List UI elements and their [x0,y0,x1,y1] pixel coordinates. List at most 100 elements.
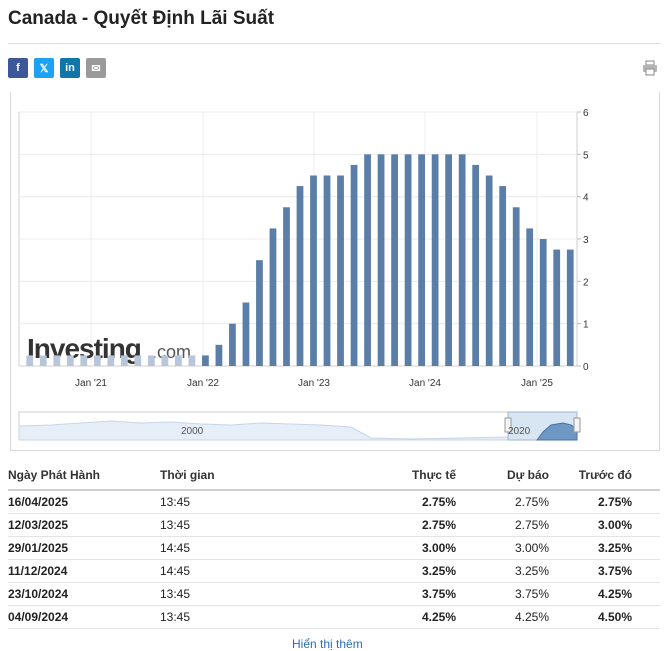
print-icon[interactable] [642,60,658,76]
table-row: 04/09/2024 13:45 4.25% 4.25% 4.50% [8,605,660,629]
y-tick-label: 3 [583,235,589,246]
table-header-row: Ngày Phát Hành Thời gian Thực tế Dự báo … [8,462,660,491]
history-table-wrap: Ngày Phát Hành Thời gian Thực tế Dự báo … [8,462,660,629]
navigator-handle [573,417,581,433]
chart-bar [269,228,277,366]
cell-previous: 3.75% [549,559,660,583]
chart-bar [80,355,88,366]
cell-release-date: 11/12/2024 [8,559,160,583]
y-tick-label: 2 [583,277,589,288]
table-row: 11/12/2024 14:45 3.25% 3.25% 3.75% [8,559,660,583]
chart-bar [66,355,74,366]
y-tick-label: 4 [583,193,589,204]
col-actual[interactable]: Thực tế [290,462,456,491]
table-row: 29/01/2025 14:45 3.00% 3.00% 3.25% [8,536,660,560]
col-previous[interactable]: Trước đó [549,462,660,491]
chart-bar [391,154,398,366]
cell-release-date: 29/01/2025 [8,536,160,560]
chart-bar [512,207,520,366]
chart-bar [310,175,317,366]
chart-bar [283,207,290,366]
chart-bar [458,154,466,366]
cell-time: 13:45 [160,582,290,606]
chart-bar [39,355,47,366]
chart-bar [188,355,196,366]
cell-release-date: 23/10/2024 [8,582,160,606]
x-tick-label: Jan '25 [521,378,553,389]
col-forecast[interactable]: Dự báo [456,462,549,491]
table-row: 16/04/2025 13:45 2.75% 2.75% 2.75% [8,490,660,514]
chart-bar [364,154,371,366]
cell-time: 13:45 [160,490,290,514]
facebook-icon: f [16,62,20,74]
cell-forecast: 2.75% [456,513,549,537]
chart-bar [553,249,561,366]
cell-time: 13:45 [160,605,290,629]
x-share-button[interactable]: 𝕏 [34,58,54,78]
cell-previous: 3.25% [549,536,660,560]
y-tick-label: 5 [583,150,589,161]
chart-bar [161,355,169,366]
chart-bar [431,154,439,366]
chart-bar [350,164,358,366]
cell-previous: 4.50% [549,605,660,629]
cell-actual: 2.75% [290,513,456,537]
cell-actual: 3.00% [290,536,456,560]
x-icon: 𝕏 [39,62,49,75]
chart-bar [120,355,128,366]
show-more-link[interactable]: Hiển thị thêm [292,637,363,651]
cell-previous: 4.25% [549,582,660,606]
chart-bar [26,355,34,366]
x-tick-label: Jan '23 [298,378,330,389]
table-row: 12/03/2025 13:45 2.75% 2.75% 3.00% [8,513,660,537]
col-release-date[interactable]: Ngày Phát Hành [8,462,160,491]
chart-bar [107,355,115,366]
navigator-label: 2000 [181,426,204,437]
chart-bar [256,260,263,366]
table-row: 23/10/2024 13:45 3.75% 3.75% 4.25% [8,582,660,606]
cell-forecast: 3.25% [456,559,549,583]
email-share-button[interactable]: ✉ [86,58,106,78]
history-table: Ngày Phát Hành Thời gian Thực tế Dự báo … [8,462,660,629]
email-icon: ✉ [91,62,101,75]
cell-forecast: 2.75% [456,490,549,514]
cell-time: 14:45 [160,559,290,583]
cell-actual: 3.25% [290,559,456,583]
chart-bar [377,154,385,366]
chart-bar [147,355,155,366]
x-tick-label: Jan '24 [409,378,441,389]
share-bar: f 𝕏 in ✉ [8,58,106,78]
cell-actual: 2.75% [290,490,456,514]
linkedin-share-button[interactable]: in [60,58,80,78]
cell-forecast: 3.00% [456,536,549,560]
cell-time: 13:45 [160,513,290,537]
chart-bar [296,186,304,366]
cell-actual: 4.25% [290,605,456,629]
y-tick-label: 0 [583,362,589,373]
facebook-share-button[interactable]: f [8,58,28,78]
cell-release-date: 04/09/2024 [8,605,160,629]
watermark: .com [152,342,191,362]
cell-actual: 3.75% [290,582,456,606]
cell-release-date: 16/04/2025 [8,490,160,514]
chart-bar [175,355,182,366]
chart-bar [134,355,142,366]
chart-bar [229,323,236,366]
cell-release-date: 12/03/2025 [8,513,160,537]
cell-forecast: 4.25% [456,605,549,629]
y-tick-label: 1 [583,320,589,331]
col-time[interactable]: Thời gian [160,462,290,491]
page-title: Canada - Quyết Định Lãi Suất [8,8,275,29]
chart-bar [242,302,250,366]
x-tick-label: Jan '21 [75,378,107,389]
chart-bar [566,249,574,366]
chart-bar [93,355,101,366]
navigator-handle [504,417,512,433]
linkedin-icon: in [65,62,75,74]
chart-bar [337,175,344,366]
chart-bar [445,154,453,366]
cell-previous: 2.75% [549,490,660,514]
chart-bar [323,175,331,366]
x-tick-label: Jan '22 [187,378,219,389]
